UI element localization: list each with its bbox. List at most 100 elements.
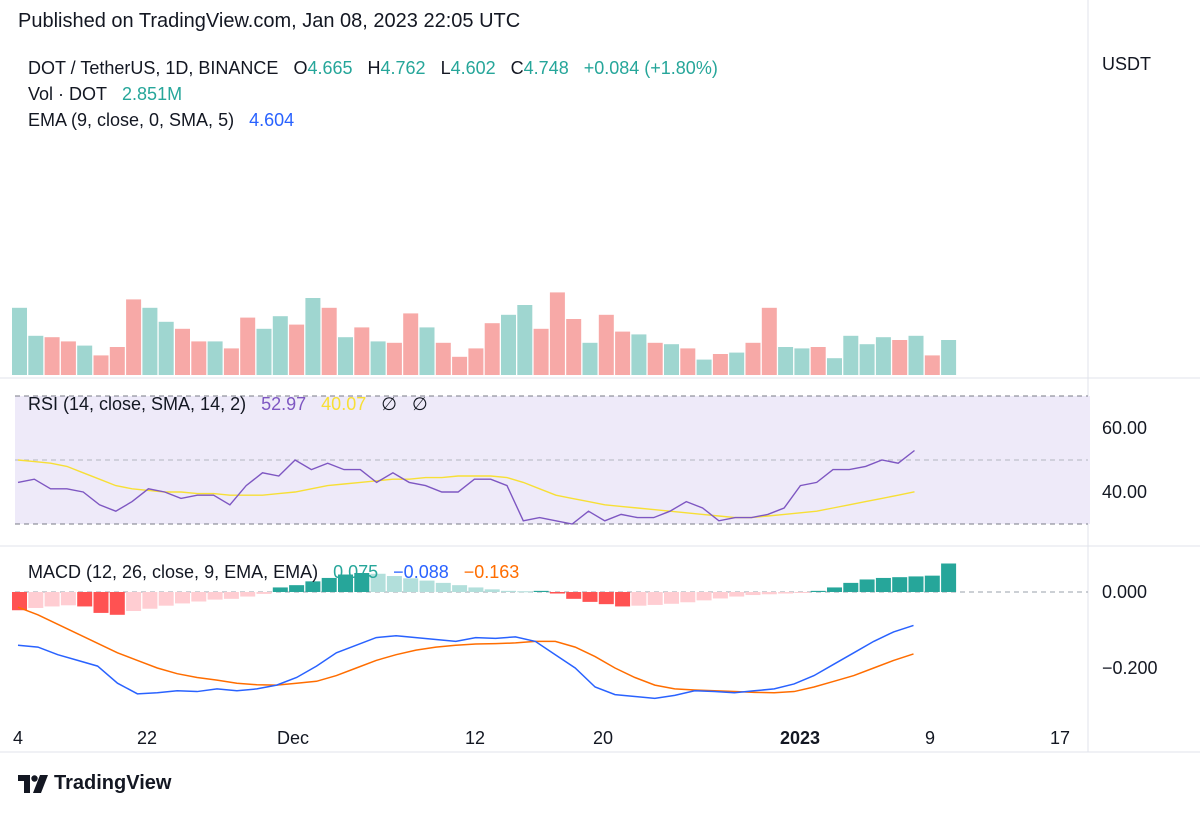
volume-bar [272, 316, 288, 375]
macd-histogram-bar [435, 582, 451, 592]
volume-bar [468, 348, 484, 375]
volume-bar [60, 341, 76, 375]
volume-bar [452, 356, 468, 375]
macd-histogram-bar [256, 592, 272, 594]
volume-bar [109, 347, 125, 375]
macd-histogram-bar [892, 577, 908, 592]
volume-bar [142, 307, 158, 375]
volume-bar [827, 358, 842, 375]
low-value: 4.602 [450, 58, 496, 78]
macd-histogram-bar [175, 592, 190, 604]
macd-histogram-bar [794, 592, 810, 593]
macd-histogram-bar [44, 592, 60, 607]
volume-bar [598, 314, 614, 375]
volume-bar [745, 342, 761, 375]
tradingview-wordmark: TradingView [54, 772, 172, 794]
volume-bar [419, 327, 435, 375]
volume-bar [28, 335, 44, 375]
macd-histogram-bar [126, 592, 142, 611]
volume-bar [338, 337, 353, 375]
price-legend: DOT / TetherUS, 1D, BINANCE O4.665 H4.76… [28, 58, 722, 79]
macd-histogram-bar [875, 577, 891, 592]
macd-histogram-bar [207, 592, 223, 600]
volume-bar [12, 307, 27, 375]
volume-bar [77, 345, 93, 375]
rsi-ma-line [17, 459, 915, 519]
macd-histogram-bar [941, 563, 957, 592]
macd-histogram-bar [321, 577, 337, 592]
open-label: O [293, 58, 308, 78]
macd-histogram-bar [778, 592, 794, 594]
high-value: 4.762 [380, 58, 426, 78]
macd-value: −0.088 [393, 562, 449, 582]
volume-bar [892, 340, 908, 375]
volume-value: 2.851M [122, 84, 183, 104]
close-value: 4.748 [523, 58, 569, 78]
macd-histogram-bar [745, 592, 761, 596]
macd-histogram-bar [403, 578, 419, 592]
ema-label[interactable]: EMA (9, close, 0, SMA, 5) [28, 110, 235, 130]
volume-bar [501, 314, 516, 375]
volume-bar [712, 354, 728, 375]
volume-bar [370, 341, 386, 375]
volume-bar [696, 359, 712, 375]
volume-bar [941, 340, 957, 375]
macd-histogram-bar [680, 592, 696, 603]
macd-histogram-bar [810, 590, 826, 592]
published-caption: Published on TradingView.com, Jan 08, 20… [18, 10, 521, 32]
volume-bar [126, 299, 142, 375]
volume-bar [778, 347, 794, 375]
rsi-extra-1: ∅ [381, 394, 397, 414]
time-tick-label: 22 [137, 728, 157, 748]
macd-histogram-bar [223, 592, 239, 599]
macd-histogram-bar [696, 592, 712, 601]
macd-hist-value: 0.075 [333, 562, 379, 582]
macd-legend: MACD (12, 26, close, 9, EMA, EMA) 0.075 … [28, 562, 523, 583]
rsi-extra-2: ∅ [411, 394, 428, 414]
macd-histogram-bar [338, 574, 353, 592]
volume-label[interactable]: Vol · DOT [28, 84, 108, 104]
ema-legend: EMA (9, close, 0, SMA, 5) 4.604 [28, 110, 298, 131]
macd-histogram-bar [289, 585, 305, 592]
macd-histogram-bar [419, 580, 435, 592]
macd-histogram-bar [827, 587, 842, 592]
volume-bar [647, 342, 663, 375]
macd-label[interactable]: MACD (12, 26, close, 9, EMA, EMA) [28, 562, 319, 582]
macd-histogram-bar [631, 592, 647, 606]
volume-bar [924, 355, 940, 375]
low-label: L [440, 58, 451, 78]
tradingview-logo-icon [18, 774, 48, 793]
time-tick-label: 9 [925, 728, 935, 748]
macd-histogram-bar [272, 587, 288, 592]
macd-histogram-bar [240, 592, 256, 597]
macd-histogram-bar [549, 592, 565, 594]
volume-bar [256, 328, 272, 375]
volume-bar [289, 324, 305, 375]
volume-bar [729, 352, 745, 375]
macd-histogram-bar [501, 590, 516, 592]
macd-histogram-bar [354, 573, 370, 592]
tradingview-logo[interactable]: TradingView [18, 772, 171, 795]
macd-histogram-bar [191, 592, 207, 602]
macd-histogram-bar [452, 585, 468, 592]
symbol-label[interactable]: DOT / TetherUS, 1D, BINANCE [28, 58, 279, 78]
volume-bar [175, 328, 190, 375]
volume-bar [207, 341, 223, 375]
volume-bar [631, 334, 647, 375]
macd-signal-value: −0.163 [463, 562, 520, 582]
macd-histogram-bar [859, 579, 875, 592]
macd-histogram-bar [582, 592, 598, 602]
macd-histogram-bar [158, 592, 174, 606]
rsi-label[interactable]: RSI (14, close, SMA, 14, 2) [28, 394, 247, 414]
macd-histogram-bar [647, 592, 663, 605]
macd-histogram-bar [77, 592, 93, 607]
volume-bar [582, 342, 598, 375]
ema-value: 4.604 [249, 110, 295, 130]
macd-histogram-bar [109, 592, 125, 615]
macd-histogram-bar [533, 590, 549, 592]
volume-bar [908, 335, 924, 375]
currency-label: USDT [1102, 54, 1151, 74]
macd-histogram-bar [729, 592, 745, 597]
volume-bar [403, 313, 419, 375]
